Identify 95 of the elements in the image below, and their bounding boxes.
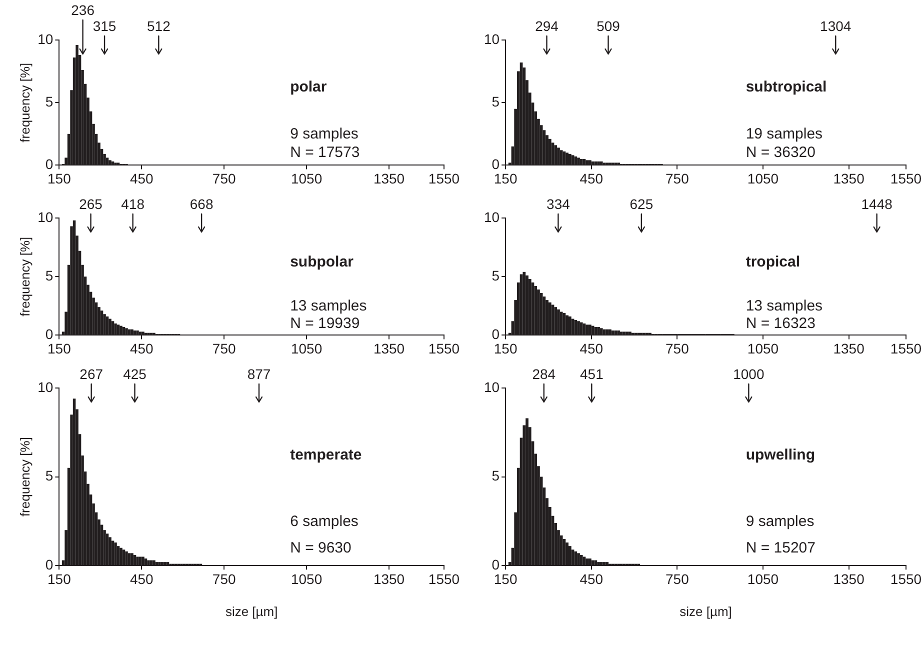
annotation: N = 15207 xyxy=(746,539,816,556)
x-tick-label: 750 xyxy=(212,170,236,186)
x-tick-label: 1550 xyxy=(428,340,460,356)
y-tick-label: 5 xyxy=(45,93,54,110)
text: subpolar xyxy=(290,254,354,271)
x-tick-label: 750 xyxy=(212,570,236,587)
annotation: 13 samples xyxy=(290,297,367,314)
text: upwelling xyxy=(746,446,815,464)
y-tick-label: 10 xyxy=(38,208,54,225)
annotation: N = 17573 xyxy=(290,144,360,162)
x-tick-label: 1350 xyxy=(833,340,865,356)
x-tick-label: 1550 xyxy=(890,340,922,356)
y-tick-label: 0 xyxy=(45,156,54,172)
ref-line-label: 284 xyxy=(532,366,556,382)
ref-line-label: 315 xyxy=(92,18,116,34)
x-tick-label: 750 xyxy=(666,570,690,587)
ref-line-label: 236 xyxy=(71,2,95,18)
x-tick-label: 1350 xyxy=(833,170,865,186)
x-tick-label: 150 xyxy=(494,340,518,356)
ref-line-label: 668 xyxy=(190,196,214,212)
x-tick-label: 150 xyxy=(47,340,72,356)
ref-line-label: 265 xyxy=(79,196,103,212)
ref-line-label: 418 xyxy=(121,196,145,212)
x-tick-label: 1550 xyxy=(428,170,460,186)
y-tick-label: 10 xyxy=(484,30,500,47)
x-tick-label: 1350 xyxy=(373,170,405,186)
x-tick-label: 450 xyxy=(130,170,154,186)
text: temperate xyxy=(290,446,362,464)
y-tick-label: 5 xyxy=(45,468,54,484)
ref-line-label: 512 xyxy=(147,18,171,34)
x-tick-label: 450 xyxy=(580,170,604,186)
x-axis-title: size [µm] xyxy=(225,604,278,619)
x-tick-label: 750 xyxy=(666,340,690,356)
y-tick-label: 10 xyxy=(38,30,54,47)
ref-line-label: 1448 xyxy=(861,196,893,212)
y-tick-label: 5 xyxy=(492,267,500,284)
y-tick-label: 5 xyxy=(492,93,500,110)
y-tick-label: 0 xyxy=(492,156,500,172)
y-tick-label: 0 xyxy=(45,326,54,342)
y-tick-label: 10 xyxy=(484,378,500,395)
x-tick-label: 450 xyxy=(130,570,154,587)
x-tick-label: 1350 xyxy=(373,340,405,356)
ref-line-label: 294 xyxy=(535,18,559,34)
ref-line-label: 625 xyxy=(630,196,654,212)
x-tick-label: 1550 xyxy=(428,570,460,587)
annotation: 6 samples xyxy=(290,512,358,530)
annotation: 9 samples xyxy=(290,125,358,142)
x-tick-label: 450 xyxy=(130,340,154,356)
x-tick-label: 150 xyxy=(494,570,518,587)
x-tick-label: 450 xyxy=(580,340,604,356)
x-axis-title: size [µm] xyxy=(680,604,732,619)
x-tick-label: 150 xyxy=(47,570,72,587)
annotation: 13 samples xyxy=(746,297,823,314)
x-tick-label: 1350 xyxy=(833,570,865,587)
y-tick-label: 5 xyxy=(45,267,54,284)
x-tick-label: 450 xyxy=(580,570,604,587)
y-axis-title: frequency [%] xyxy=(17,62,32,142)
x-tick-label: 1050 xyxy=(290,340,322,356)
x-tick-label: 1050 xyxy=(747,570,779,587)
annotation: N = 36320 xyxy=(746,144,816,162)
annotation: N = 19939 xyxy=(290,314,360,332)
x-tick-label: 1050 xyxy=(290,570,322,587)
ref-line-label: 267 xyxy=(80,366,104,382)
annotation: N = 16323 xyxy=(746,314,816,332)
text: tropical xyxy=(746,254,800,271)
y-tick-label: 0 xyxy=(492,556,500,572)
y-tick-label: 10 xyxy=(484,208,500,225)
x-tick-label: 150 xyxy=(47,170,72,186)
ref-line-label: 451 xyxy=(580,366,604,382)
text: polar xyxy=(290,78,327,96)
x-tick-label: 1050 xyxy=(747,340,779,356)
ref-line-label: 877 xyxy=(247,366,271,382)
x-tick-label: 750 xyxy=(666,170,690,186)
x-tick-label: 1350 xyxy=(373,570,405,587)
x-tick-label: 1550 xyxy=(890,570,922,587)
annotation: 9 samples xyxy=(746,512,814,530)
ref-line-label: 334 xyxy=(546,196,570,212)
y-tick-label: 0 xyxy=(492,326,500,342)
ref-line-label: 509 xyxy=(596,18,620,34)
x-tick-label: 150 xyxy=(494,170,518,186)
x-tick-label: 1550 xyxy=(890,170,922,186)
y-tick-label: 0 xyxy=(45,556,54,572)
y-axis-title: frequency [%] xyxy=(17,236,32,316)
text: subtropical xyxy=(746,78,827,96)
annotation: N = 9630 xyxy=(290,539,352,556)
ref-line-label: 1000 xyxy=(733,366,764,382)
y-tick-label: 10 xyxy=(38,378,54,395)
y-tick-label: 5 xyxy=(492,468,500,484)
x-tick-label: 1050 xyxy=(747,170,779,186)
ref-line-label: 425 xyxy=(123,366,147,382)
ref-line-label: 1304 xyxy=(820,18,852,34)
annotation: 19 samples xyxy=(746,125,823,142)
x-tick-label: 750 xyxy=(212,340,236,356)
x-tick-label: 1050 xyxy=(290,170,322,186)
y-axis-title: frequency [%] xyxy=(17,437,32,517)
